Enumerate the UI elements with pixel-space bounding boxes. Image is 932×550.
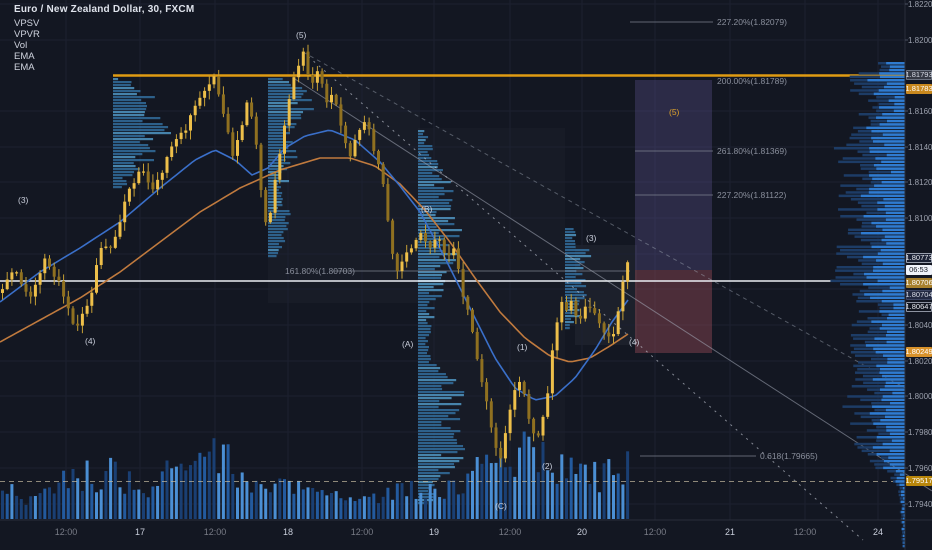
price-tick: 1.79400: [908, 500, 932, 509]
price-label: 1.80704: [905, 290, 932, 300]
ema-slow-line[interactable]: [0, 157, 629, 363]
time-label: 24: [872, 527, 884, 537]
price-label: 1.80773: [905, 253, 932, 263]
fib-label: 200.00%(1.81789): [717, 76, 787, 86]
price-tick: 1.81000: [908, 214, 932, 223]
time-label: 12:00: [54, 527, 78, 537]
price-label: 1.81783: [905, 84, 932, 94]
price-tick: 1.81400: [908, 143, 932, 152]
fib-label: 261.80%(1.81369): [717, 146, 787, 156]
fib-label: 161.80%(1.80703): [285, 266, 355, 276]
price-label: 1.79517: [905, 476, 932, 486]
time-label: 12:00: [793, 527, 817, 537]
stop-zone-box[interactable]: [635, 270, 712, 353]
time-axis[interactable]: 12:00 17 12:00 18 12:00 19 12:00 20 12:00 21 12:00…: [0, 520, 932, 550]
price-label: 06:53: [905, 265, 932, 275]
price-tick: 1.81200: [908, 178, 932, 187]
target-zone-box[interactable]: [635, 80, 712, 270]
price-tick: 1.79600: [908, 464, 932, 473]
price-tick: 1.79800: [908, 428, 932, 437]
wave-label[interactable]: (B): [421, 204, 433, 214]
fib-label: 0.618(1.79665): [760, 451, 818, 461]
time-label: 18: [282, 527, 294, 537]
price-tick: 1.81600: [908, 107, 932, 116]
dashed-downtrend-line[interactable]: [302, 51, 906, 389]
time-label: 19: [428, 527, 440, 537]
wave-label[interactable]: (2): [542, 461, 553, 471]
price-tick: 1.82200: [908, 0, 932, 9]
time-label: 12:00: [498, 527, 522, 537]
wave-label[interactable]: (5): [669, 107, 680, 117]
wave-label[interactable]: (5): [296, 30, 307, 40]
wave-label[interactable]: (4): [629, 337, 640, 347]
time-label: 12:00: [203, 527, 227, 537]
price-tick: 1.80400: [908, 321, 932, 330]
time-label: 21: [724, 527, 736, 537]
wave-label[interactable]: (C): [495, 501, 507, 511]
price-label: 1.80249: [905, 347, 932, 357]
solid-downtrend-line[interactable]: [294, 78, 932, 492]
fib-label: 227.20%(1.82079): [717, 17, 787, 27]
wave-label[interactable]: (3): [18, 195, 29, 205]
wave-label[interactable]: (1): [517, 342, 528, 352]
time-label: 20: [576, 527, 588, 537]
wave-label[interactable]: (3): [586, 233, 597, 243]
dotted-downtrend-line[interactable]: [302, 51, 864, 541]
time-label: 17: [134, 527, 146, 537]
price-label: 1.80647: [905, 302, 932, 312]
fib-label: 227.20%(1.81122): [717, 190, 786, 200]
wave-label[interactable]: (A): [402, 339, 414, 349]
price-tick: 1.82000: [908, 36, 932, 45]
wave-label[interactable]: (4): [85, 336, 96, 346]
price-tick: 1.80200: [908, 357, 932, 366]
price-label: 1.80706: [905, 278, 932, 288]
price-tick: 1.80000: [908, 392, 932, 401]
time-label: 12:00: [350, 527, 374, 537]
price-label: 1.81793: [905, 70, 932, 80]
time-label: 12:00: [643, 527, 667, 537]
